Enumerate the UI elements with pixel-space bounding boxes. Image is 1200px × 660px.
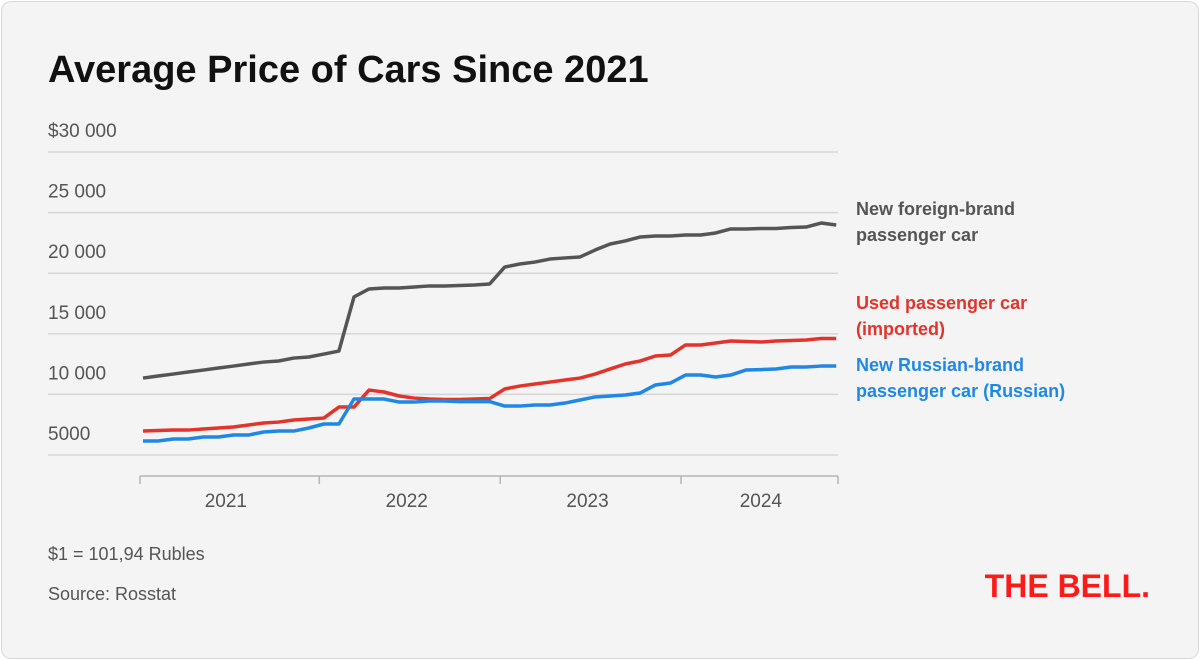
x-tick-label: 2021 <box>205 491 247 512</box>
y-tick-label: 20 000 <box>48 242 106 263</box>
series-line <box>142 221 837 380</box>
y-tick-label: 10 000 <box>48 363 106 384</box>
note: $1 = 101,94 Rubles <box>48 544 205 564</box>
y-tick-label: 15 000 <box>48 303 106 324</box>
x-tick-label: 2022 <box>386 491 428 512</box>
y-tick-label: 25 000 <box>48 182 106 203</box>
logo: THE BELL. <box>985 568 1150 604</box>
series-line <box>142 336 837 433</box>
series-label: New Russian-brand passenger car (Russian… <box>856 355 1066 401</box>
chart-title: Average Price of Cars Since 2021 <box>48 49 649 91</box>
series-label: New foreign-brand passenger car <box>856 199 1016 245</box>
source: Source: Rosstat <box>48 584 176 604</box>
series-label: Used passenger car (imported) <box>856 293 1028 339</box>
y-tick-label: $30 000 <box>48 121 117 142</box>
x-tick-label: 2023 <box>566 491 608 512</box>
x-tick-label: 2024 <box>740 491 783 512</box>
y-tick-label: 5000 <box>48 424 90 445</box>
series-line <box>143 364 837 443</box>
